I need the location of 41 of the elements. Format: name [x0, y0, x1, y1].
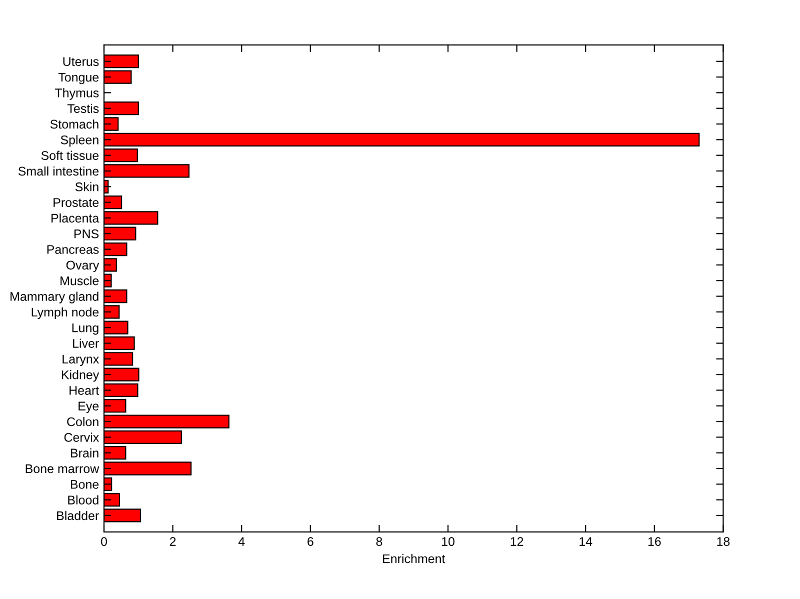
x-axis-title: Enrichment [383, 554, 446, 564]
y-tick-label: Stomach [50, 119, 98, 129]
x-tick-label: 12 [510, 537, 524, 546]
x-tick-label: 14 [580, 537, 592, 546]
y-tick-label: Thymus [54, 88, 99, 100]
y-tick-label: Heart [70, 386, 100, 395]
x-tick-label: 8 [376, 537, 382, 546]
y-tick-label: Skin [75, 182, 98, 192]
y-tick-label: Mammary gland [10, 292, 98, 304]
y-tick-label: Liver [73, 338, 99, 348]
y-tick-label: Larynx [62, 354, 100, 366]
y-tick-label: Testis [67, 104, 99, 113]
y-tick-label: Bone marrow [26, 464, 100, 474]
y-tick-label: Bone [70, 480, 99, 489]
y-tick-label: Tongue [58, 72, 99, 84]
x-tick-label: 6 [308, 537, 314, 546]
y-tick-label: Prostate [54, 198, 99, 207]
y-tick-label: Pancreas [47, 245, 99, 254]
y-tick-label: Cervix [64, 432, 100, 442]
x-tick-label: 0 [101, 537, 107, 546]
y-tick-label: Spleen [60, 135, 98, 147]
y-tick-label: Muscle [60, 276, 99, 286]
x-tick-label: 16 [648, 537, 661, 546]
x-tick-label: 10 [442, 537, 454, 546]
y-tick-label: Uterus [63, 57, 99, 66]
y-tick-label: Blood [68, 495, 98, 504]
y-tick-label: Lung [72, 323, 98, 335]
y-tick-label: Eye [78, 402, 99, 413]
y-tick-label: Kidney [62, 370, 100, 382]
y-tick-label: Bladder [57, 510, 99, 520]
x-tick-label: 4 [238, 537, 245, 546]
y-tick-label: Brain [70, 448, 98, 458]
x-tick-label: 2 [170, 537, 176, 546]
y-tick-label: Small intestine [18, 166, 99, 176]
y-tick-label: Ovary [66, 260, 100, 272]
y-tick-label: Placenta [52, 213, 100, 223]
y-tick-label: PNS [74, 229, 99, 238]
y-tick-label: Lymph node [32, 307, 99, 320]
y-tick-label: Colon [67, 416, 98, 426]
x-tick-label: 18 [717, 537, 730, 546]
y-tick-label: Soft tissue [41, 150, 99, 160]
